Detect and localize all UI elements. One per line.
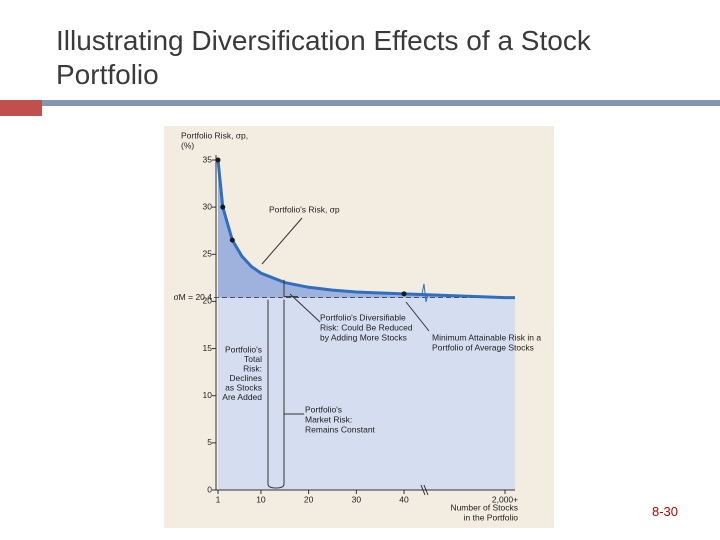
leader xyxy=(289,293,321,323)
annotation: Portfolio's xyxy=(225,344,262,354)
x-tick-label: 10 xyxy=(256,494,266,504)
annotation: Minimum Attainable Risk in a xyxy=(432,332,541,342)
y-tick-label: 10 xyxy=(203,390,213,400)
title-rule xyxy=(42,100,720,106)
y-tick-label: 30 xyxy=(203,201,213,211)
bracket xyxy=(283,279,298,298)
x-tick-label: 20 xyxy=(304,494,314,504)
annotation: in the Portfolio xyxy=(464,512,519,522)
slide-title: Illustrating Diversification Effects of … xyxy=(56,25,591,90)
data-point xyxy=(401,291,407,297)
y-tick-label: 35 xyxy=(203,154,213,164)
y-tick-label: σM = 20.4 xyxy=(173,292,212,302)
annotation: Number of Stocks xyxy=(450,502,518,512)
diversifiable-risk-area xyxy=(218,160,515,298)
x-tick-label: 30 xyxy=(352,494,362,504)
accent-bar xyxy=(0,100,42,116)
bracket xyxy=(267,299,285,489)
annotation: Remains Constant xyxy=(305,424,376,434)
leader xyxy=(261,217,303,265)
x-tick-label: 40 xyxy=(399,494,409,504)
annotation: Market Risk: xyxy=(305,414,352,424)
annotation: Portfolio of Average Stocks xyxy=(432,342,534,352)
chart: 0 5 10 15 20 25 30 35 σM = 20.4 1 10 20 30 40 2,000+ Po… xyxy=(164,126,554,528)
annotation: Portfolio Risk, σp, xyxy=(181,130,248,140)
annotation: Declines xyxy=(229,373,262,383)
data-point xyxy=(229,237,235,243)
x-tick-label: 1 xyxy=(216,494,221,504)
y-tick-label: 5 xyxy=(207,437,212,447)
annotation: Total xyxy=(244,354,262,364)
data-point xyxy=(220,204,226,210)
data-point xyxy=(215,157,221,163)
x-tick-label: 2,000+ xyxy=(492,494,518,504)
y-tick-label: 25 xyxy=(203,249,213,259)
annotation: Portfolio's Diversifiable xyxy=(320,312,406,322)
y-tick-label: 0 xyxy=(207,484,212,494)
page-number: 8-30 xyxy=(652,504,679,519)
annotation: Are Added xyxy=(222,392,262,402)
annotation: Risk: Could Be Reduced xyxy=(320,322,413,332)
annotation: Risk: xyxy=(243,363,262,373)
y-tick-label: 15 xyxy=(203,343,213,353)
leader xyxy=(405,301,430,332)
annotation: (%) xyxy=(181,140,194,150)
risk-line xyxy=(216,159,515,300)
line-break xyxy=(421,283,429,303)
y-tick-label: 20 xyxy=(203,296,213,306)
annotation: as Stocks xyxy=(225,382,262,392)
annotation: by Adding More Stocks xyxy=(320,332,407,342)
axis-break xyxy=(420,484,429,496)
annotation: Portfolio's xyxy=(305,404,342,414)
series-label: Portfolio's Risk, σp xyxy=(269,204,340,214)
